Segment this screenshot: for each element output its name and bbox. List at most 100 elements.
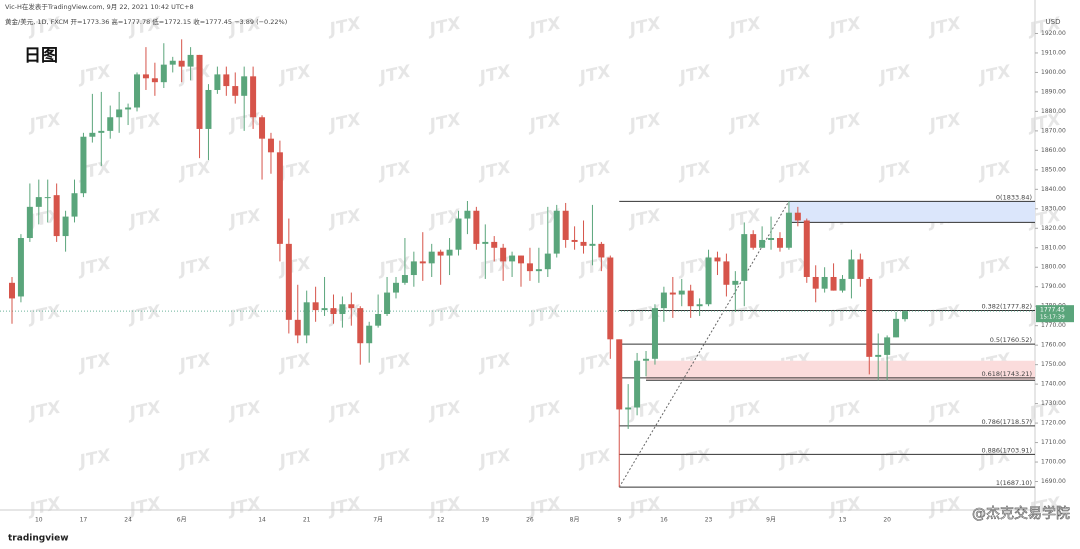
y-tick-label: 1690.00 [1041,478,1066,485]
watermark: JTX [425,302,463,329]
watermarks: JTX JTX JTX JTX JTX JTX JTX JTX JTX JTX JTX JTX JTX J… [25,14,1063,521]
y-tick-label: 1710.00 [1041,439,1066,446]
watermark: JTX [75,350,113,377]
candle-body [134,74,141,108]
y-tick-label: 1770.00 [1041,322,1066,329]
watermark: JTX [625,110,663,137]
chart-title: 日图 [24,46,58,66]
candle-body [71,193,78,217]
candle-body [464,210,471,219]
watermark: JTX [625,206,663,233]
watermark: JTX [775,62,813,89]
candle-body [848,259,855,279]
watermark: JTX [275,62,313,89]
watermark: JTX [675,446,713,473]
candle-body [107,117,114,131]
x-tick-label: 13 [839,517,847,524]
watermark: JTX [625,14,663,41]
watermark: JTX [75,446,113,473]
candle-body [142,74,149,79]
watermark: JTX [725,14,763,41]
watermark: JTX [675,158,713,185]
candle-body [535,269,542,272]
candle-body [392,282,399,293]
y-tick-label: 1870.00 [1041,127,1066,134]
watermark: JTX [225,206,263,233]
x-tick-label: 17 [80,517,88,524]
x-tick-label: 20 [883,517,891,524]
candle-body [473,210,480,244]
watermark: JTX [325,494,363,521]
candle-body [214,74,221,90]
watermark: JTX [625,398,663,425]
watermark: JTX [975,254,1013,281]
candle-body [687,290,694,307]
candle-body [839,278,846,291]
candle-body [553,210,560,254]
watermark: JTX [25,398,63,425]
y-tick-label: 1800.00 [1041,264,1066,271]
watermark: JTX [325,110,363,137]
candle-body [723,261,730,285]
watermark: JTX [875,62,913,89]
watermark: JTX [175,254,213,281]
candle-body [750,234,757,248]
candle-body [375,313,382,326]
watermark: JTX [125,110,163,137]
candle-body [62,216,69,237]
watermark: JTX [175,350,213,377]
candle-body [339,304,346,314]
watermark: JTX [475,446,513,473]
y-tick-label: 1730.00 [1041,400,1066,407]
candle-body [634,360,641,408]
watermark: JTX [375,158,413,185]
candle-body [768,238,775,240]
watermark: JTX [925,302,963,329]
candle-body [232,86,239,96]
y-tick-label: 1740.00 [1041,381,1066,388]
candle-body [259,117,266,139]
candle-body [357,308,364,344]
watermark: JTX [575,350,613,377]
candle-body [776,238,783,248]
candle-body [571,239,578,242]
watermark: JTX [875,158,913,185]
candle-body [437,251,444,256]
candle-body [303,302,310,336]
candle-body [884,337,891,355]
candle-body [518,255,525,264]
x-tick-label: 10 [35,517,43,524]
candle-body [616,339,623,410]
candle-body [428,251,435,264]
y-tick-label: 1900.00 [1041,69,1066,76]
candle-body [482,241,489,244]
y-tick-label: 1830.00 [1041,205,1066,212]
candle-body [151,78,158,83]
y-unit: USD [1046,18,1061,26]
fib-label: 0.382(1777.82) [981,302,1032,310]
candle-body [678,290,685,295]
watermark: JTX [425,14,463,41]
x-tick-label: 21 [303,517,311,524]
watermark: JTX [425,398,463,425]
watermark: JTX [175,446,213,473]
candle-body [98,130,105,133]
candle-body [714,257,721,262]
candle-body [116,109,123,118]
candle-body [794,212,801,221]
watermark: JTX [525,110,563,137]
candle-body [44,197,51,199]
candle-body [500,247,507,262]
candle-body [294,319,301,336]
candle-body [732,280,739,285]
candle-body [830,276,837,291]
candle-body [625,407,632,410]
watermark: JTX [975,158,1013,185]
candle-body [902,311,908,320]
x-tick-label: 16 [660,517,668,524]
watermark: JTX [775,158,813,185]
watermark: JTX [875,254,913,281]
header-line: Vic-H在发表于TradingView.com, 9月 22, 2021 10… [5,2,194,11]
watermark: JTX [475,158,513,185]
watermark: JTX [675,62,713,89]
